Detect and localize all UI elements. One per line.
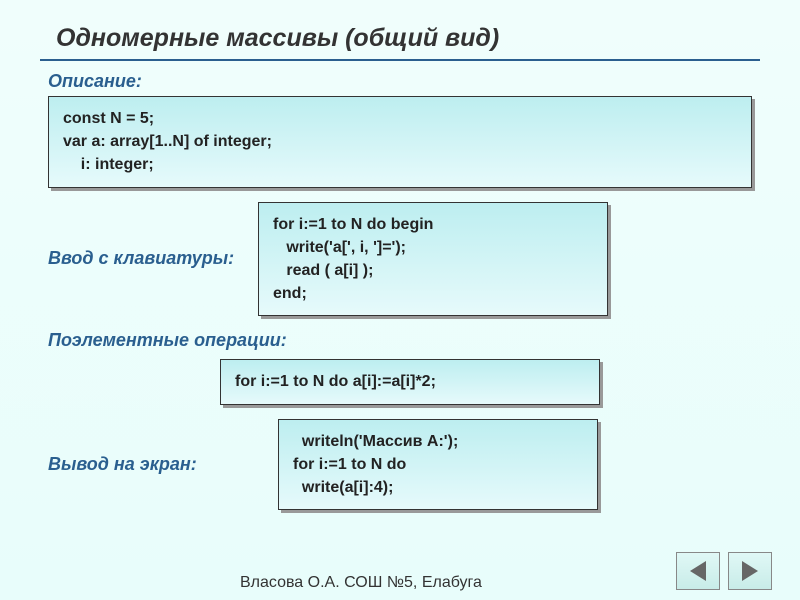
description-label: Описание: [48, 71, 760, 92]
operations-code-box: for i:=1 to N do a[i]:=a[i]*2; [220, 359, 600, 404]
nav-buttons [676, 552, 772, 590]
operations-label: Поэлементные операции: [48, 330, 752, 351]
arrow-left-icon [690, 561, 706, 581]
page-title: Одномерные массивы (общий вид) [40, 24, 760, 61]
input-row: Ввод с клавиатуры: for i:=1 to N do begi… [48, 202, 752, 317]
input-label: Ввод с клавиатуры: [48, 248, 238, 269]
description-code-box: const N = 5; var a: array[1..N] of integ… [48, 96, 752, 188]
footer-credit: Власова О.А. СОШ №5, Елабуга [240, 573, 520, 592]
slide: Одномерные массивы (общий вид) Описание:… [0, 0, 800, 600]
next-button[interactable] [728, 552, 772, 590]
output-code-box: writeln('Массив A:'); for i:=1 to N do w… [278, 419, 598, 511]
arrow-right-icon [742, 561, 758, 581]
prev-button[interactable] [676, 552, 720, 590]
output-label: Вывод на экран: [48, 454, 258, 475]
output-row: Вывод на экран: writeln('Массив A:'); fo… [48, 419, 752, 511]
input-code-box: for i:=1 to N do begin write('a[', i, ']… [258, 202, 608, 317]
